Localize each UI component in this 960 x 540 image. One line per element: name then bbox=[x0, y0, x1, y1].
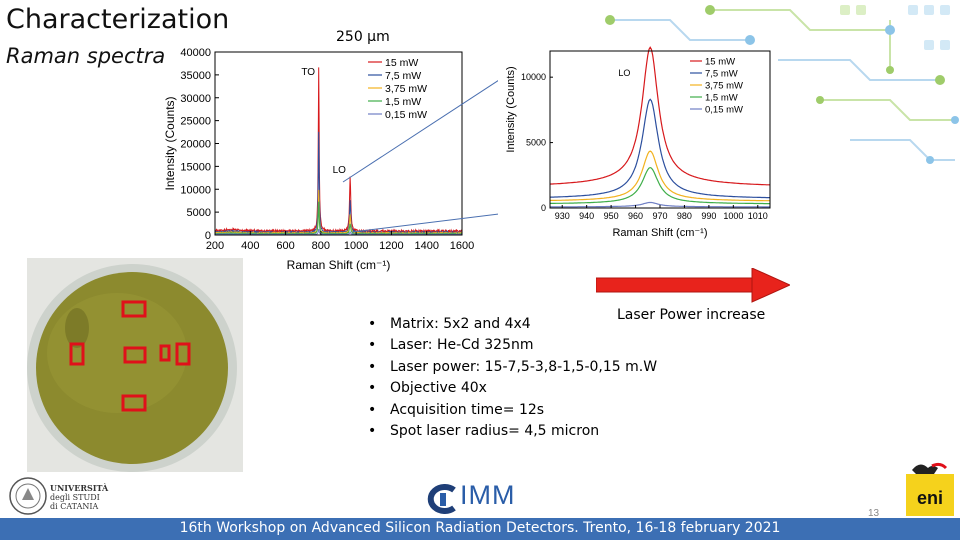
scale-label: 250 µm bbox=[336, 29, 390, 45]
legend-label: 1,5 mW bbox=[705, 93, 738, 104]
y-tick-label: 5000 bbox=[187, 207, 211, 219]
circuit-decoration bbox=[605, 5, 959, 164]
x-tick-label: 1400 bbox=[414, 240, 438, 252]
x-tick-label: 970 bbox=[652, 211, 667, 221]
series-line bbox=[214, 131, 463, 235]
y-axis-label: Intensity (Counts) bbox=[505, 66, 517, 152]
x-tick-label: 1000 bbox=[344, 240, 368, 252]
x-tick-label: 1200 bbox=[379, 240, 403, 252]
y-tick-label: 25000 bbox=[180, 116, 211, 128]
y-tick-label: 40000 bbox=[180, 47, 211, 59]
y-tick-label: 5000 bbox=[526, 138, 546, 148]
legend-label: 15 mW bbox=[705, 57, 735, 68]
slide-subtitle: Raman spectra bbox=[6, 44, 166, 68]
x-axis-label: Raman Shift (cm⁻¹) bbox=[612, 227, 707, 239]
parameter-item: • Objective 40x bbox=[368, 380, 487, 397]
legend-label: 7,5 mW bbox=[705, 69, 738, 80]
x-tick-label: 980 bbox=[677, 211, 692, 221]
footer-bar bbox=[0, 518, 960, 540]
x-tick-label: 400 bbox=[241, 240, 259, 252]
x-tick-label: 1600 bbox=[450, 240, 474, 252]
x-tick-label: 950 bbox=[604, 211, 619, 221]
series-line bbox=[549, 46, 771, 186]
x-tick-label: 940 bbox=[579, 211, 594, 221]
x-tick-label: 200 bbox=[206, 240, 224, 252]
measurement-markers bbox=[69, 300, 191, 412]
x-tick-label: 960 bbox=[628, 211, 643, 221]
imm-mark-icon bbox=[427, 484, 456, 514]
parameter-item: • Laser power: 15-7,5-3,8-1,5-0,15 m.W bbox=[368, 358, 658, 375]
series-line bbox=[549, 98, 770, 199]
y-tick-label: 30000 bbox=[180, 93, 211, 105]
slide-title: Characterization bbox=[6, 4, 230, 35]
series-line bbox=[214, 189, 463, 235]
peak-annotation: LO bbox=[618, 68, 630, 78]
y-axis-label: Intensity (Counts) bbox=[163, 96, 177, 190]
unict-seal-icon bbox=[9, 477, 47, 515]
x-tick-label: 600 bbox=[276, 240, 294, 252]
series-line bbox=[550, 166, 770, 205]
x-tick-label: 800 bbox=[312, 240, 330, 252]
legend-label: 15 mW bbox=[385, 57, 418, 69]
series-line bbox=[214, 201, 463, 236]
legend-label: 7,5 mW bbox=[385, 70, 421, 82]
y-tick-label: 0 bbox=[541, 203, 546, 213]
series-line bbox=[215, 228, 463, 236]
wafer-photo bbox=[27, 258, 243, 472]
peak-annotation: LO bbox=[333, 165, 347, 176]
raman-spectrum-chart: 200 400 600 800 1000 1200 1400 1600 0 5000 10000 15… bbox=[163, 47, 474, 272]
parameter-item: • Matrix: 5x2 and 4x4 bbox=[368, 316, 531, 332]
legend-label: 0,15 mW bbox=[385, 109, 427, 121]
x-tick-label: 990 bbox=[701, 211, 716, 221]
imm-logo: IMM bbox=[424, 480, 534, 518]
parameter-list: • Matrix: 5x2 and 4x4 • Laser: He-Cd 325nm… bbox=[368, 314, 657, 442]
eni-logo: eni bbox=[906, 462, 954, 516]
raman-zoom-chart: 930 940 950 960 970 980 990 1000 1010 0 5000 10000 R… bbox=[498, 45, 778, 245]
y-tick-label: 15000 bbox=[180, 161, 211, 173]
page-number: 13 bbox=[868, 508, 880, 519]
parameter-item: • Spot laser radius= 4,5 micron bbox=[368, 423, 600, 440]
parameter-item: • Acquisition time= 12s bbox=[368, 401, 545, 418]
y-tick-label: 10000 bbox=[180, 184, 211, 196]
x-tick-label: 1000 bbox=[723, 211, 743, 221]
unict-logo: UNIVERSITÀ degli STUDI di CATANIA bbox=[8, 476, 118, 520]
y-tick-label: 35000 bbox=[180, 70, 211, 82]
y-tick-label: 20000 bbox=[180, 139, 211, 151]
footer-text: 16th Workshop on Advanced Silicon Radiat… bbox=[179, 520, 781, 536]
svg-text:eni: eni bbox=[917, 488, 943, 508]
legend-label: 3,75 mW bbox=[385, 83, 427, 95]
laser-power-arrow bbox=[596, 268, 790, 303]
series-line bbox=[549, 150, 770, 202]
y-tick-label: 0 bbox=[205, 230, 211, 242]
x-axis-label: Raman Shift (cm⁻¹) bbox=[287, 258, 391, 272]
x-tick-label: 930 bbox=[555, 211, 570, 221]
peak-annotation: TO bbox=[301, 67, 315, 78]
legend-label: 0,15 mW bbox=[705, 105, 743, 116]
parameter-item: • Laser: He-Cd 325nm bbox=[368, 337, 534, 354]
y-tick-label: 10000 bbox=[521, 72, 546, 82]
plot-frame bbox=[214, 51, 463, 236]
legend-label: 1,5 mW bbox=[385, 96, 421, 108]
legend-label: 3,75 mW bbox=[705, 81, 743, 92]
x-tick-label: 1010 bbox=[748, 211, 768, 221]
arrow-label: Laser Power increase bbox=[617, 307, 766, 323]
